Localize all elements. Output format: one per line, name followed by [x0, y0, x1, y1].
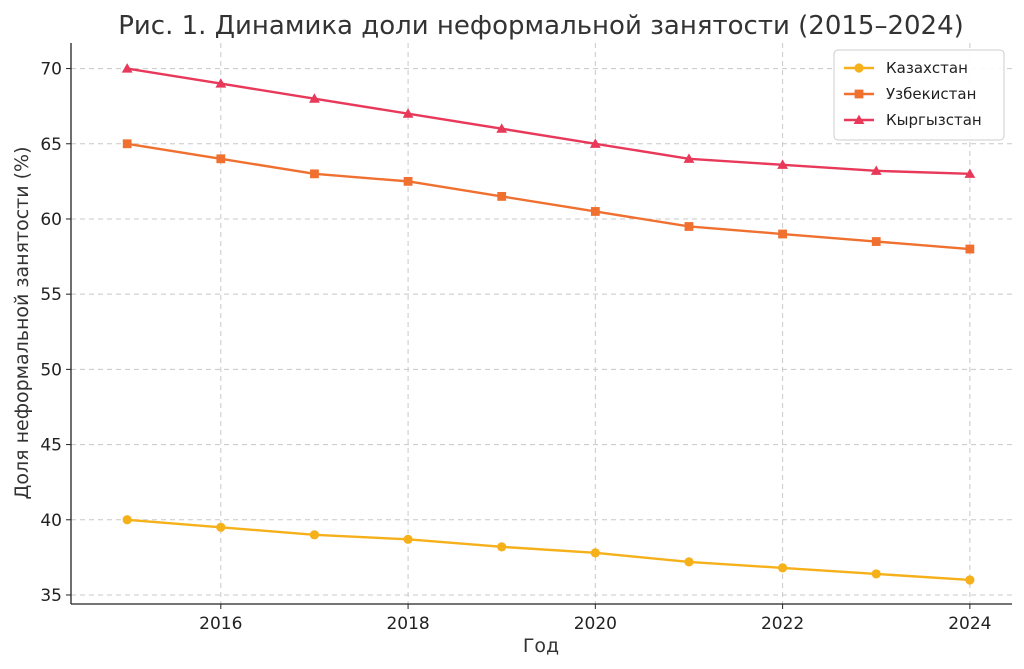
legend-marker — [853, 114, 865, 125]
data-point — [589, 138, 601, 148]
x-tick-label: 2020 — [574, 614, 617, 634]
y-tick-label: 45 — [40, 436, 62, 456]
data-point — [497, 542, 507, 552]
y-tick-label: 60 — [40, 210, 62, 230]
data-point — [215, 78, 227, 88]
axes — [66, 43, 1012, 609]
legend-label: Кыргызстан — [886, 111, 982, 129]
data-point — [965, 244, 975, 254]
data-point — [310, 169, 319, 179]
x-axis-label: Год — [523, 635, 559, 657]
data-point — [122, 515, 132, 525]
series-line — [126, 142, 970, 251]
data-point — [871, 237, 881, 246]
legend-label: Узбекистан — [886, 85, 976, 103]
data-point — [871, 569, 881, 579]
data-point — [309, 93, 320, 103]
legend-marker — [854, 89, 864, 99]
series-2 — [121, 63, 976, 178]
tick-labels: 2016 2018 2020 2022 2024 35 40 45 50 55 60 65 70 — [40, 60, 991, 634]
y-axis-label: Доля неформальной занятости (%) — [11, 147, 33, 500]
data-point — [778, 563, 788, 573]
y-tick-label: 65 — [40, 135, 62, 155]
legend: Казахстан Узбекистан Кыргызстан — [833, 49, 1005, 141]
data-point — [403, 534, 413, 544]
data-point — [777, 159, 789, 169]
data-point — [590, 207, 600, 216]
data-point — [683, 153, 695, 163]
y-tick-label: 50 — [40, 360, 62, 380]
data-point — [497, 192, 507, 201]
series-0 — [122, 515, 975, 585]
chart-title: Рис. 1. Динамика доли неформальной занят… — [118, 11, 964, 41]
data-point — [216, 154, 226, 164]
legend-marker — [854, 63, 864, 73]
x-tick-label: 2016 — [199, 614, 242, 634]
data-point — [964, 168, 976, 178]
legend-box — [833, 49, 1005, 141]
series-line — [127, 518, 970, 582]
data-point — [684, 222, 694, 231]
data-point — [870, 165, 882, 175]
x-tick-label: 2024 — [948, 614, 991, 634]
y-tick-label: 35 — [40, 586, 62, 606]
data-point — [402, 108, 414, 118]
series-1 — [122, 139, 975, 254]
data-point — [216, 522, 226, 532]
x-tick-label: 2018 — [386, 614, 429, 634]
data-point — [965, 575, 975, 585]
y-tick-label: 40 — [40, 511, 62, 531]
y-tick-label: 55 — [40, 285, 62, 305]
data-point — [121, 63, 133, 73]
x-tick-label: 2022 — [761, 614, 804, 634]
data-point — [496, 123, 508, 133]
series-layer — [121, 63, 976, 585]
data-point — [778, 229, 788, 239]
data-point — [403, 176, 413, 186]
data-point — [309, 530, 320, 540]
data-point — [122, 139, 132, 149]
data-point — [590, 548, 600, 558]
data-point — [684, 557, 694, 567]
y-tick-label: 70 — [40, 60, 62, 80]
series-line — [126, 67, 970, 176]
legend-label: Казахстан — [886, 59, 968, 77]
